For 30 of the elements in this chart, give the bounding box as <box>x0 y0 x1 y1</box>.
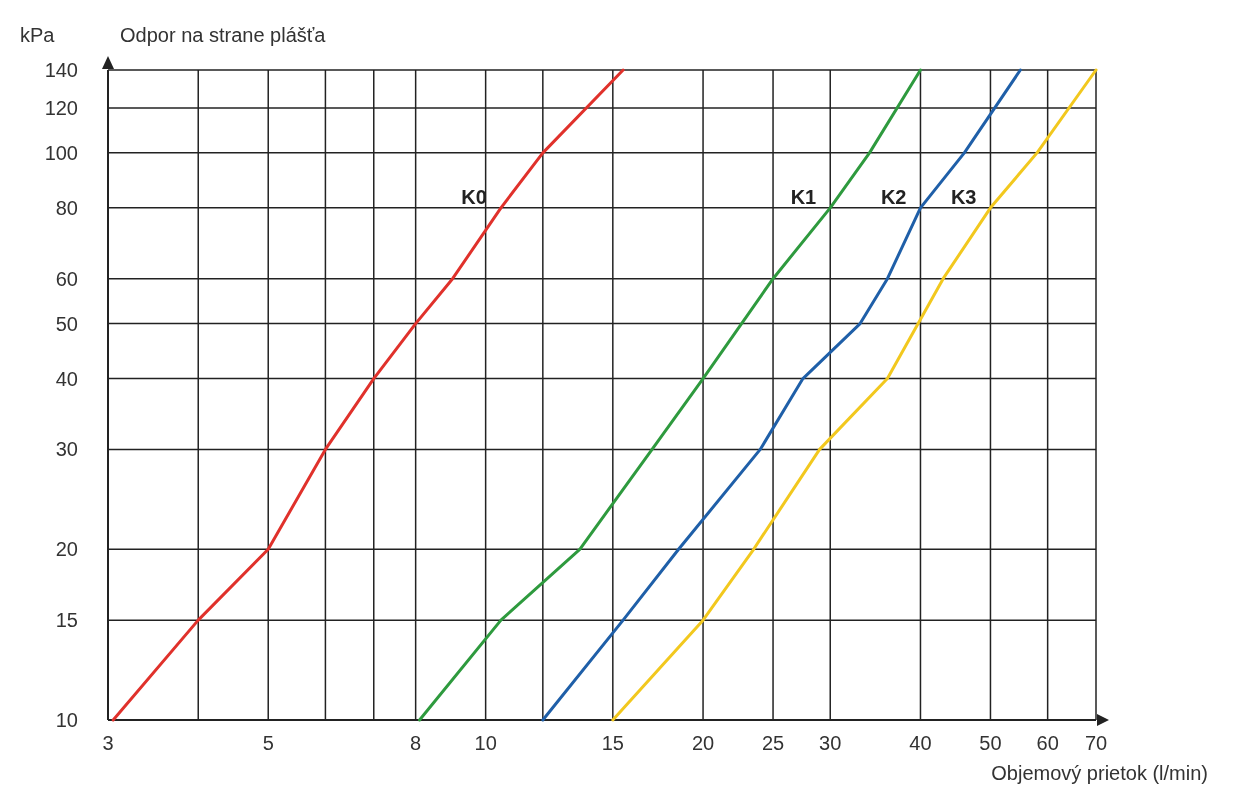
chart-title: Odpor na strane plášťa <box>120 24 327 46</box>
y-tick-label: 10 <box>55 709 78 731</box>
x-tick-label: 60 <box>1036 732 1059 754</box>
y-tick-label: 30 <box>55 438 78 461</box>
y-tick-label: 60 <box>55 267 78 290</box>
x-tick-label: 10 <box>474 732 497 754</box>
y-tick-label: 40 <box>55 367 78 390</box>
y-tick-label: 120 <box>44 96 78 119</box>
series-label: K3 <box>950 185 977 208</box>
y-tick-label: 80 <box>55 196 78 219</box>
x-tick-label: 15 <box>601 732 624 754</box>
x-tick-label: 50 <box>979 732 1002 754</box>
series-label: K1 <box>790 185 817 208</box>
x-tick-label: 8 <box>410 732 422 754</box>
y-tick-label: 15 <box>55 609 78 632</box>
x-tick-label: 25 <box>761 732 785 754</box>
x-tick-label: 3 <box>102 732 114 754</box>
y-tick-label: 50 <box>55 312 78 335</box>
x-tick-label: 5 <box>262 732 274 754</box>
y-tick-label: 20 <box>55 538 78 561</box>
x-tick-label: 20 <box>691 732 715 754</box>
series-label: K2 <box>880 185 907 208</box>
x-tick-label: 70 <box>1084 732 1108 754</box>
series-label: K0 <box>461 185 487 208</box>
x-tick-label: 30 <box>819 732 842 754</box>
y-axis-title: kPa <box>20 24 56 46</box>
x-tick-label: 40 <box>909 732 932 754</box>
y-tick-label: 140 <box>44 59 78 81</box>
y-tick-label: 100 <box>44 141 78 164</box>
x-axis-title: Objemový prietok (l/min) <box>991 762 1208 784</box>
